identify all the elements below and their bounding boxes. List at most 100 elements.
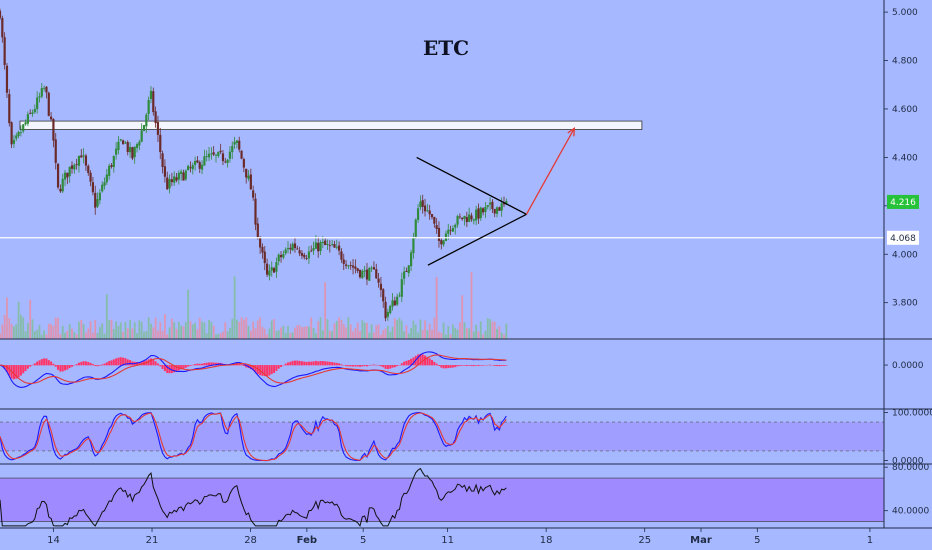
macd-histogram-bar — [298, 360, 301, 366]
candle-body — [91, 182, 95, 193]
candle-body — [488, 202, 492, 205]
candle-body — [317, 242, 320, 252]
macd-histogram-bar — [287, 362, 290, 366]
price-axis[interactable]: 5.0004.8004.6004.4004.2004.0003.8004.216… — [884, 8, 932, 517]
candle-body — [312, 248, 315, 251]
macd-histogram-bar — [310, 361, 313, 366]
candle-body — [314, 242, 317, 249]
macd-histogram-bar — [410, 358, 413, 366]
candle-body — [356, 268, 359, 272]
macd-histogram-bar — [57, 365, 60, 370]
candle-body — [226, 159, 229, 163]
macd-histogram-bar — [68, 365, 71, 369]
candle-body — [354, 266, 357, 269]
candle-body — [203, 156, 206, 166]
candle-body — [196, 160, 199, 163]
candle-body — [84, 155, 88, 166]
macd-histogram-bar — [170, 365, 173, 374]
macd-histogram-bar — [8, 365, 11, 376]
volume-bar — [465, 327, 468, 339]
volume-bar — [43, 330, 46, 339]
volume-bar — [208, 319, 210, 339]
candle-body — [238, 140, 241, 150]
candle-body — [233, 142, 236, 145]
volume-bar — [117, 325, 120, 339]
candle-body — [128, 146, 132, 153]
volume-bar — [3, 314, 6, 339]
macd-histogram-bar — [40, 359, 43, 366]
volume-bar — [15, 324, 18, 339]
candle-body — [193, 160, 197, 165]
volume-bar — [1, 324, 4, 339]
macd-histogram-bar — [154, 361, 157, 366]
candle-body — [291, 243, 294, 251]
candle-body — [205, 156, 208, 157]
volume-bar — [54, 317, 57, 339]
price-pane[interactable]: ETC — [0, 8, 884, 339]
macd-histogram-bar — [291, 360, 294, 366]
stochastic-pane[interactable] — [0, 411, 884, 462]
volume-bar — [10, 323, 13, 339]
macd-histogram-bar — [340, 364, 343, 366]
macd-histogram-bar — [31, 364, 34, 366]
macd-histogram-bar — [215, 362, 218, 366]
chart-title: ETC — [423, 36, 469, 60]
candle-body — [310, 250, 313, 252]
volume-bar — [375, 325, 378, 339]
candle-body — [303, 254, 306, 258]
macd-histogram-bar — [112, 359, 115, 366]
volume-bar — [133, 322, 136, 339]
candle-body — [254, 198, 257, 225]
macd-histogram-bar — [182, 365, 185, 369]
macd-histogram-bar — [382, 365, 385, 368]
candle-body — [502, 202, 506, 205]
macd-histogram-bar — [43, 358, 46, 366]
volume-bar — [312, 328, 315, 339]
volume-bar — [98, 326, 101, 339]
volume-bar — [80, 319, 83, 339]
candle-body — [184, 170, 187, 180]
macd-histogram-bar — [38, 360, 41, 366]
candle-body — [363, 270, 366, 272]
rsi-pane[interactable] — [0, 467, 884, 528]
volume-bar — [500, 332, 503, 339]
candle-body — [500, 203, 503, 211]
macd-histogram-bar — [300, 361, 303, 366]
candle-body — [261, 246, 264, 253]
macd-histogram-bar — [354, 365, 357, 367]
macd-histogram-bar — [389, 365, 392, 369]
volume-bar — [45, 334, 48, 339]
volume-bar — [89, 321, 92, 339]
candle-body — [166, 177, 169, 190]
volume-bar — [161, 330, 164, 339]
macd-histogram-bar — [184, 365, 187, 368]
macd-histogram-bar — [377, 365, 380, 366]
candle-body — [175, 177, 178, 181]
candle-body — [400, 279, 403, 297]
macd-histogram-bar — [465, 365, 468, 366]
volume-bar — [503, 334, 505, 339]
volume-bar — [203, 322, 206, 339]
candle-body — [105, 174, 108, 183]
volume-bar — [482, 334, 485, 339]
candle-body — [214, 154, 218, 156]
macd-pane[interactable] — [0, 351, 508, 388]
volume-bar — [270, 320, 273, 339]
candle-body — [5, 65, 9, 93]
volume-bar — [259, 317, 262, 339]
volume-bar — [119, 322, 122, 339]
volume-bar — [229, 327, 231, 339]
candle-body — [328, 245, 331, 247]
candle-body — [491, 201, 494, 210]
volume-bar — [284, 332, 287, 339]
macd-histogram-bar — [277, 365, 280, 369]
macd-histogram-bar — [110, 360, 113, 366]
volume-bar — [414, 324, 417, 339]
volume-bar — [301, 327, 303, 339]
time-axis[interactable]: 14 21 28 Feb 5 11 18 25 Mar 5 1 — [47, 528, 873, 546]
macd-histogram-bar — [496, 365, 499, 367]
macd-histogram-bar — [77, 362, 80, 366]
macd-histogram-bar — [103, 363, 106, 366]
volume-bar — [382, 330, 385, 339]
macd-histogram-bar — [173, 365, 176, 373]
